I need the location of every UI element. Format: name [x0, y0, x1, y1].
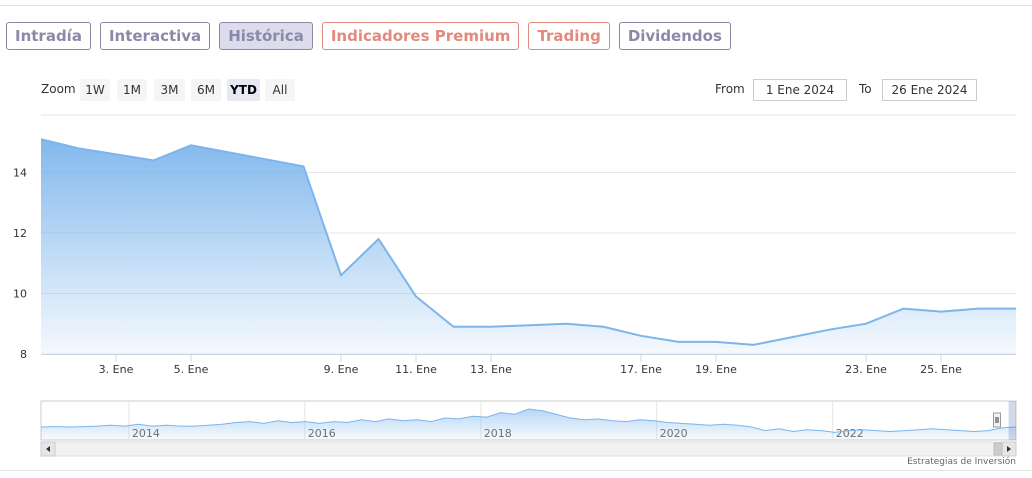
- x-tick-label: 23. Ene: [845, 363, 887, 376]
- navigator-selection[interactable]: [1008, 401, 1016, 440]
- price-area: [41, 139, 1016, 354]
- tab-indicadores-premium[interactable]: Indicadores Premium: [321, 22, 520, 50]
- zoom-button-6m[interactable]: 6M: [191, 79, 221, 101]
- zoom-button-ytd[interactable]: YTD: [227, 79, 260, 101]
- scroll-right-button[interactable]: [1001, 441, 1017, 457]
- arrow-right-icon: [1007, 446, 1011, 452]
- scroll-left-button[interactable]: [40, 441, 56, 457]
- tab-dividendos[interactable]: Dividendos: [618, 22, 731, 50]
- tab-hist-rica[interactable]: Histórica: [219, 22, 313, 50]
- top-divider: [0, 5, 1032, 6]
- x-tick-label: 3. Ene: [99, 363, 134, 376]
- zoom-button-3m[interactable]: 3M: [154, 79, 185, 101]
- to-date-input[interactable]: [882, 79, 977, 101]
- tab-trading[interactable]: Trading: [528, 22, 610, 50]
- x-tick-label: 9. Ene: [324, 363, 359, 376]
- price-line: [40, 138, 1016, 346]
- navigator-year-label: 2016: [308, 427, 336, 440]
- bottom-divider: [0, 470, 1032, 471]
- y-tick-label: 14: [13, 166, 27, 179]
- zoom-label: Zoom: [41, 82, 76, 96]
- x-tick-label: 11. Ene: [395, 363, 437, 376]
- zoom-button-all[interactable]: All: [265, 79, 295, 101]
- from-label: From: [715, 82, 745, 96]
- navigator-year-label: 2020: [660, 427, 688, 440]
- to-label: To: [859, 82, 872, 96]
- x-tick-label: 5. Ene: [174, 363, 209, 376]
- navigator-handle[interactable]: [993, 412, 1001, 428]
- scrollbar-track[interactable]: [40, 441, 1017, 457]
- arrow-left-icon: [46, 446, 50, 452]
- x-tick-label: 13. Ene: [470, 363, 512, 376]
- navigator-area: [41, 409, 1016, 440]
- navigator-year-label: 2022: [836, 427, 864, 440]
- y-tick-label: 8: [20, 348, 27, 361]
- chart-credit: Estrategias de Inversión: [907, 457, 1016, 467]
- x-tick-label: 25. Ene: [920, 363, 962, 376]
- navigator-line: [40, 408, 1017, 433]
- navigator-frame: [40, 400, 1017, 441]
- navigator-year-label: 2018: [484, 427, 512, 440]
- tab-bar: Intradía Interactiva Histórica Indicadores …: [6, 22, 731, 50]
- y-tick-label: 12: [13, 227, 27, 240]
- zoom-button-1m[interactable]: 1M: [117, 79, 147, 101]
- x-tick-label: 17. Ene: [620, 363, 662, 376]
- navigator-year-label: 2014: [132, 427, 160, 440]
- y-tick-label: 10: [13, 287, 27, 300]
- zoom-button-1w[interactable]: 1W: [80, 79, 110, 101]
- from-date-input[interactable]: [753, 79, 847, 101]
- x-tick-label: 19. Ene: [695, 363, 737, 376]
- tab-intrad-a[interactable]: Intradía: [6, 22, 91, 50]
- tab-interactiva[interactable]: Interactiva: [99, 22, 211, 50]
- scrollbar-thumb[interactable]: [993, 442, 1003, 456]
